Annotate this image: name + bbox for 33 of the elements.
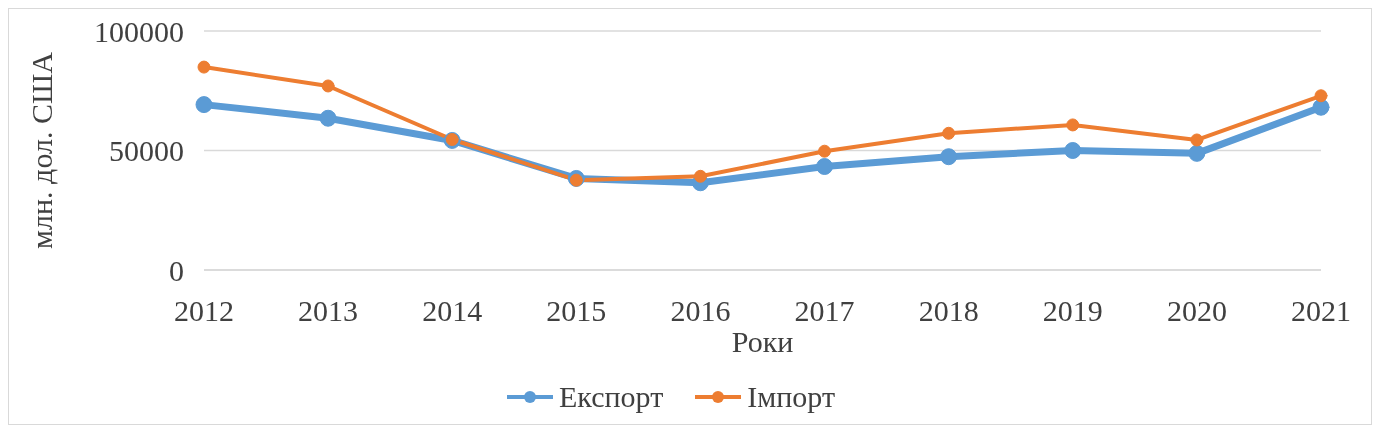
point <box>942 126 956 140</box>
point <box>1066 118 1080 132</box>
y-tick-label: 0 <box>169 253 184 287</box>
x-tick-label: 2014 <box>422 294 483 328</box>
y-tick-label: 100000 <box>94 14 184 48</box>
point <box>197 60 211 74</box>
x-tick-label: 2015 <box>546 294 607 328</box>
point <box>1190 133 1204 147</box>
x-axis-title: Роки <box>731 325 794 358</box>
x-tick-label: 2019 <box>1042 294 1103 328</box>
point <box>940 148 958 166</box>
point <box>1312 98 1330 116</box>
point <box>1188 144 1206 162</box>
point <box>1314 89 1328 103</box>
point <box>319 109 337 127</box>
x-tick-label: 2021 <box>1291 294 1351 328</box>
point <box>818 144 832 158</box>
point <box>1064 142 1082 159</box>
y-tick-label: 50000 <box>109 134 184 168</box>
x-tick-label: 2012 <box>174 294 234 328</box>
y-axis-title: млн. дол. США <box>24 51 58 249</box>
point <box>569 173 583 187</box>
x-tick-label: 2016 <box>670 294 731 328</box>
point <box>693 169 707 183</box>
legend-label: Імпорт <box>747 380 835 414</box>
x-tick-label: 2020 <box>1166 294 1227 328</box>
x-tick-label: 2017 <box>794 294 855 328</box>
point <box>816 158 834 176</box>
x-tick-label: 2018 <box>918 294 979 328</box>
x-tick-label: 2013 <box>298 294 359 328</box>
legend-label: Експорт <box>559 380 664 414</box>
point <box>321 79 335 93</box>
point <box>195 96 213 114</box>
